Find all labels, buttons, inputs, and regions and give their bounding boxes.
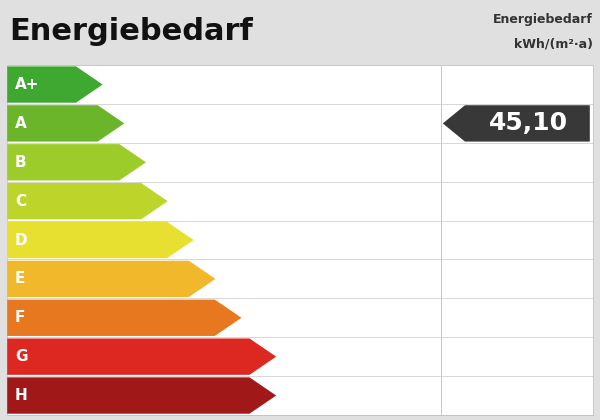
Polygon shape [7,183,168,219]
Polygon shape [7,339,276,375]
Text: Energiebedarf: Energiebedarf [493,13,593,26]
Text: D: D [15,233,28,247]
Text: G: G [15,349,28,364]
Text: A+: A+ [15,77,40,92]
Text: C: C [15,194,26,209]
Text: B: B [15,155,26,170]
Polygon shape [443,105,590,142]
Text: A: A [15,116,27,131]
Text: H: H [15,388,28,403]
Text: Energiebedarf: Energiebedarf [9,17,253,46]
Polygon shape [7,144,146,181]
Text: 45,10: 45,10 [490,111,568,135]
Bar [0,0,600,65]
Text: kWh/(m²·a): kWh/(m²·a) [514,38,593,51]
Text: F: F [15,310,25,325]
Polygon shape [7,66,103,103]
Bar [7,65,593,415]
Polygon shape [7,299,241,336]
Polygon shape [7,222,194,258]
Polygon shape [7,105,124,142]
Polygon shape [7,261,215,297]
Bar [7,65,593,415]
Polygon shape [7,377,276,414]
Text: E: E [15,271,25,286]
